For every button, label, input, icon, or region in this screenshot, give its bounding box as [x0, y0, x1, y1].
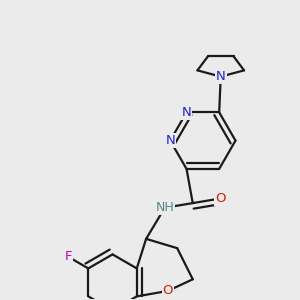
- Text: F: F: [64, 250, 72, 263]
- Text: O: O: [163, 284, 173, 297]
- Text: NH: NH: [155, 201, 174, 214]
- Text: N: N: [165, 134, 175, 147]
- Text: O: O: [215, 192, 226, 205]
- Text: N: N: [182, 106, 191, 119]
- Text: N: N: [216, 70, 226, 83]
